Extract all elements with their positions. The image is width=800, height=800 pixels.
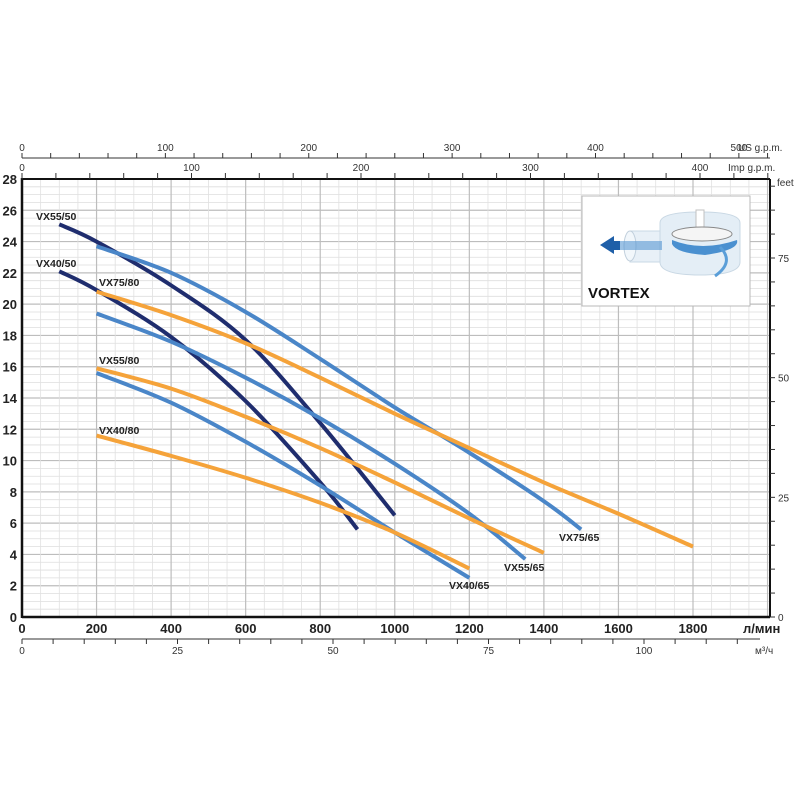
x-tick-label: 800 [309, 621, 331, 636]
curve-label: VX75/80 [99, 277, 139, 289]
us-gpm-tick-label: 0 [19, 143, 25, 154]
us-gpm-tick-label: 200 [300, 143, 317, 154]
y-tick-label: 0 [10, 610, 17, 625]
m3h-tick-label: 25 [172, 646, 184, 657]
x-tick-label: 0 [18, 621, 25, 636]
y-tick-label: 6 [10, 516, 17, 531]
imp-gpm-unit-label: Imp g.p.m. [728, 163, 775, 174]
m3h-tick-label: 75 [483, 646, 495, 657]
curve-vx75-65 [95, 244, 583, 531]
curve-vx55-65 [95, 311, 527, 561]
curve-vx55-80 [96, 366, 545, 555]
feet-tick-label: 75 [778, 254, 790, 265]
x-tick-label: 1400 [529, 621, 558, 636]
feet-unit-label: feet [777, 178, 794, 189]
curve-label: VX55/80 [99, 355, 139, 367]
us-gpm-tick-label: 100 [157, 143, 174, 154]
m3h-tick-label: 50 [327, 646, 339, 657]
vortex-inset: VORTEX [581, 195, 751, 307]
curve-label: VX40/65 [449, 580, 489, 592]
y-tick-label: 14 [3, 391, 18, 406]
m3h-tick-label: 0 [19, 646, 25, 657]
us-gpm-tick-label: 400 [587, 143, 604, 154]
us-gpm-tick-label: 500 [731, 143, 748, 154]
x-tick-label: 1200 [455, 621, 484, 636]
y-tick-label: 22 [3, 266, 17, 281]
x-tick-label: 600 [235, 621, 257, 636]
curve-label: VX55/50 [36, 211, 76, 223]
x-unit-label: л/мин [743, 621, 780, 636]
us-gpm-unit-label: US g.p.m. [738, 143, 782, 154]
y-tick-label: 24 [3, 235, 18, 250]
vortex-label: VORTEX [588, 285, 650, 302]
curve-vx55-50 [58, 222, 397, 517]
y-tick-label: 10 [3, 454, 17, 469]
y-tick-label: 16 [3, 360, 17, 375]
x-tick-label: 400 [160, 621, 182, 636]
curve-vx40-80 [96, 433, 471, 571]
y-tick-label: 18 [3, 328, 17, 343]
imp-gpm-tick-label: 0 [19, 163, 25, 174]
plot-grid [21, 178, 770, 618]
x-tick-label: 1600 [604, 621, 633, 636]
curve-label: VX40/80 [99, 425, 139, 437]
y-tick-label: 20 [3, 297, 17, 312]
imp-gpm-tick-label: 300 [522, 163, 539, 174]
imp-gpm-tick-label: 200 [353, 163, 370, 174]
y-tick-label: 12 [3, 422, 17, 437]
m3h-tick-label: 100 [636, 646, 653, 657]
x-tick-label: 200 [86, 621, 108, 636]
feet-tick-label: 25 [778, 493, 790, 504]
y-tick-label: 2 [10, 579, 17, 594]
feet-tick-label: 50 [778, 374, 790, 385]
curve-labels: VX55/50 VX40/50 VX75/80 VX55/80 VX40/80 VX40/… [36, 211, 599, 592]
curve-label: VX75/65 [559, 532, 599, 544]
us-gpm-tick-label: 300 [444, 143, 461, 154]
y-tick-label: 28 [3, 172, 17, 187]
y-tick-label: 26 [3, 203, 17, 218]
curve-label: VX55/65 [504, 562, 544, 574]
curve-vx75-80 [95, 289, 694, 549]
y-tick-label: 4 [10, 547, 18, 562]
imp-gpm-tick-label: 400 [692, 163, 709, 174]
x-tick-label: 1800 [679, 621, 708, 636]
curves [58, 222, 694, 580]
curve-vx40-50 [58, 269, 360, 531]
x-tick-label: 1000 [380, 621, 409, 636]
m3h-unit-label: м³/ч [755, 646, 773, 657]
y-tick-label: 8 [10, 485, 17, 500]
feet-tick-label: 0 [778, 613, 784, 624]
curve-label: VX40/50 [36, 258, 76, 270]
vortex-impeller-icon [600, 209, 741, 278]
imp-gpm-tick-label: 100 [183, 163, 200, 174]
